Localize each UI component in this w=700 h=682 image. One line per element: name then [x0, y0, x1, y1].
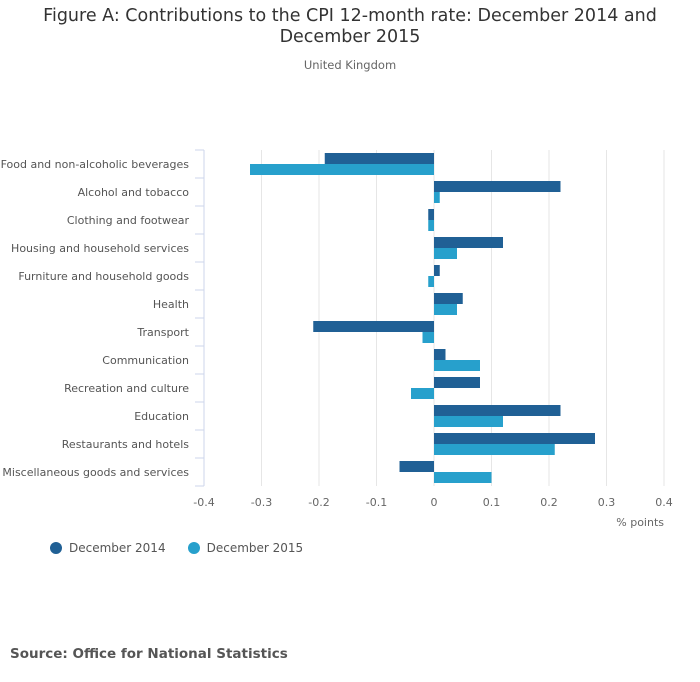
x-tick-label: -0.3 [251, 496, 272, 509]
category-axis [195, 149, 205, 487]
bar-2014[interactable] [428, 209, 434, 220]
legend-label-2014: December 2014 [69, 541, 166, 555]
category-label: Alcohol and tobacco [78, 186, 190, 199]
bar-2015[interactable] [250, 164, 434, 175]
bar-2014[interactable] [434, 265, 440, 276]
bar-2014[interactable] [399, 461, 435, 472]
bar-2014[interactable] [434, 293, 463, 304]
category-label: Miscellaneous goods and services [2, 466, 189, 479]
bar-2015[interactable] [434, 444, 555, 455]
legend-label-2015: December 2015 [206, 541, 304, 555]
category-label: Food and non-alcoholic beverages [1, 158, 190, 171]
bar-2014[interactable] [434, 433, 595, 444]
bar-2014[interactable] [434, 405, 561, 416]
bar-2015[interactable] [422, 332, 435, 343]
bar-2014[interactable] [434, 349, 446, 360]
x-axis-title: % points [616, 516, 664, 529]
bar-2015[interactable] [428, 276, 434, 287]
chart-subtitle: United Kingdom [303, 58, 397, 72]
legend-item-2014[interactable]: December 2014 [50, 541, 166, 555]
category-label: Restaurants and hotels [62, 438, 189, 451]
x-tick-label: 0.4 [655, 496, 673, 509]
bar-2015[interactable] [434, 472, 492, 483]
x-tick-label: 0 [431, 496, 438, 509]
bar-2014[interactable] [434, 237, 503, 248]
x-tick-label: 0.3 [598, 496, 616, 509]
x-tick-label: -0.4 [193, 496, 214, 509]
category-label: Housing and household services [11, 242, 189, 255]
category-label: Clothing and footwear [67, 214, 190, 227]
category-label: Health [153, 298, 189, 311]
bar-2015[interactable] [428, 220, 434, 231]
x-tick-label: -0.2 [308, 496, 329, 509]
category-label: Communication [102, 354, 189, 367]
bar-2014[interactable] [434, 377, 480, 388]
bar-2014[interactable] [313, 321, 434, 332]
legend-marker-2015 [187, 542, 200, 554]
x-tick-label: -0.1 [366, 496, 387, 509]
category-label: Education [134, 410, 189, 423]
bar-chart: Food and non-alcoholic beverages Alcohol … [1, 149, 673, 529]
bar-2015[interactable] [434, 360, 480, 371]
legend-marker-2014 [50, 542, 62, 554]
bar-2014[interactable] [434, 181, 561, 192]
bars [250, 153, 595, 483]
x-tick-label: 0.2 [540, 496, 558, 509]
bar-2015[interactable] [434, 304, 457, 315]
bar-2015[interactable] [411, 388, 434, 399]
bar-2015[interactable] [434, 192, 440, 203]
bar-2015[interactable] [434, 416, 503, 427]
bar-2015[interactable] [434, 248, 457, 259]
x-axis-ticks: -0.4 -0.3 -0.2 -0.1 0 0.1 0.2 0.3 0.4 [193, 496, 672, 509]
chart-title: Figure A: Contributions to the CPI 12-mo… [43, 6, 657, 47]
legend-item-2015[interactable]: December 2015 [187, 541, 304, 555]
category-labels: Food and non-alcoholic beverages Alcohol … [1, 158, 190, 479]
category-label: Recreation and culture [64, 382, 189, 395]
x-tick-label: 0.1 [483, 496, 501, 509]
legend: December 2014 December 2015 [50, 541, 303, 555]
category-label: Transport [136, 326, 189, 339]
category-label: Furniture and household goods [18, 270, 189, 283]
source-note: Source: Office for National Statistics [10, 646, 288, 662]
bar-2014[interactable] [324, 153, 434, 164]
